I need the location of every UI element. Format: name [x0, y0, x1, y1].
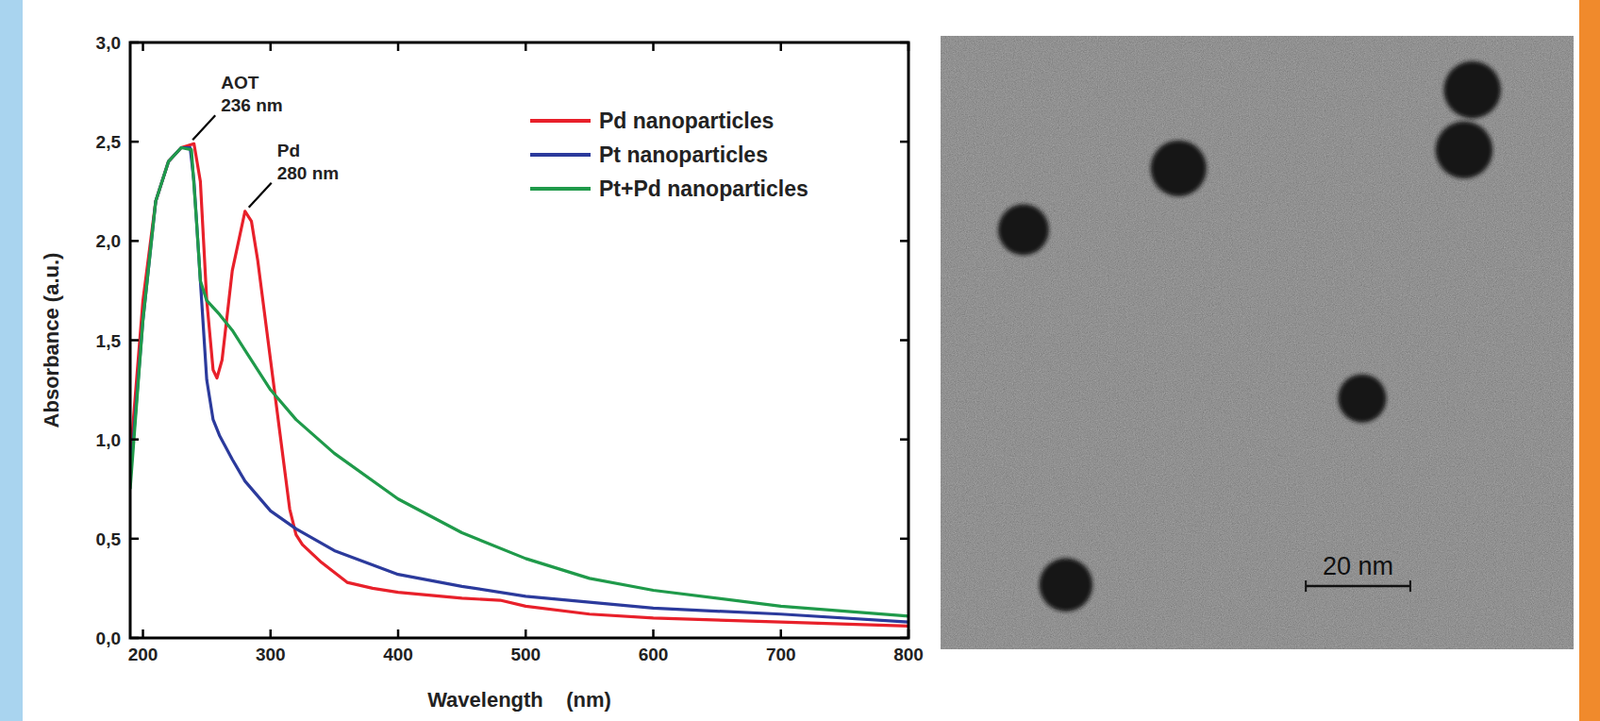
- x-tick-top: [524, 42, 528, 51]
- legend-label: Pt+Pd nanoparticles: [599, 176, 809, 201]
- nanoparticle: [1039, 558, 1093, 612]
- x-tick-top: [780, 42, 784, 51]
- right-stripe: [1579, 0, 1600, 721]
- x-tick: [141, 629, 145, 638]
- series-line: [130, 143, 909, 626]
- nanoparticle: [1337, 374, 1386, 423]
- annotation-text: 236 nm: [220, 95, 283, 116]
- legend-label: Pd nanoparticles: [599, 108, 774, 134]
- annotation-text: 280 nm: [277, 163, 339, 184]
- y-tick-right: [900, 636, 909, 640]
- x-tick-label: 300: [255, 644, 286, 665]
- x-tick-label: 800: [893, 644, 924, 665]
- x-tick: [524, 629, 528, 638]
- y-tick: [130, 41, 139, 45]
- x-tick-label: 200: [128, 644, 159, 665]
- x-tick-label: 400: [383, 644, 414, 665]
- figure: 200 300 400 500 600 700 800 0,0 0,5 1,0 1,5 2,0 2,5 3…: [0, 0, 1600, 721]
- y-tick-right: [900, 537, 909, 541]
- x-tick: [269, 629, 273, 638]
- legend-swatch: [530, 118, 591, 123]
- y-tick: [130, 437, 139, 441]
- y-tick-label: 0,5: [96, 529, 122, 550]
- nanoparticle: [998, 204, 1050, 256]
- annotation-text: Pd: [277, 140, 300, 161]
- y-tick-label: 1,0: [96, 430, 121, 450]
- series-line: [130, 147, 909, 622]
- y-tick: [130, 636, 139, 640]
- y-axis-title: Absorbance (a.u.): [39, 252, 64, 429]
- scale-bar-end: [1409, 580, 1412, 592]
- x-tick: [907, 629, 911, 638]
- left-stripe: [0, 0, 23, 721]
- scale-bar-label: 20 nm: [1322, 551, 1394, 581]
- y-tick-label: 2,0: [96, 231, 121, 251]
- x-tick-top: [141, 42, 145, 51]
- scale-bar-end: [1304, 580, 1307, 592]
- x-tick: [780, 629, 784, 638]
- y-tick: [130, 338, 139, 342]
- series-group: [130, 143, 909, 626]
- annotation-leader: [192, 115, 216, 140]
- scale-bar: [1305, 584, 1411, 588]
- x-axis-title: Wavelength (nm): [427, 687, 612, 712]
- y-tick-label: 1,5: [96, 331, 122, 351]
- y-tick-right: [900, 41, 909, 45]
- y-tick-right: [900, 239, 909, 243]
- y-tick-right: [900, 140, 909, 144]
- y-tick: [130, 239, 139, 243]
- micrograph: [940, 35, 1574, 650]
- y-tick-label: 0,0: [96, 628, 121, 649]
- y-tick-right: [900, 437, 909, 441]
- x-tick-top: [269, 42, 273, 51]
- annotation-text: AOT: [220, 72, 260, 93]
- nanoparticle: [1435, 121, 1493, 179]
- x-tick-label: 500: [510, 644, 541, 665]
- nanoparticle: [1443, 61, 1500, 118]
- x-tick-label: 700: [766, 644, 797, 665]
- x-tick: [651, 629, 655, 638]
- legend-swatch: [530, 186, 591, 191]
- x-tick-top: [907, 42, 911, 51]
- micrograph-background: [940, 35, 1574, 650]
- y-tick-label: 3,0: [96, 33, 121, 53]
- y-tick-right: [900, 338, 909, 342]
- x-tick-label: 600: [638, 644, 669, 665]
- series-line: [130, 147, 909, 616]
- plot-frame: [130, 42, 909, 638]
- legend-swatch: [530, 152, 591, 157]
- y-tick: [130, 140, 139, 144]
- y-tick-label: 2,5: [96, 132, 122, 152]
- x-tick-top: [651, 42, 655, 51]
- y-tick: [130, 537, 139, 541]
- nanoparticle: [1150, 140, 1207, 197]
- x-tick-top: [397, 42, 400, 51]
- x-tick: [397, 629, 400, 638]
- legend-label: Pt nanoparticles: [599, 142, 768, 167]
- annotation-leader: [249, 183, 272, 208]
